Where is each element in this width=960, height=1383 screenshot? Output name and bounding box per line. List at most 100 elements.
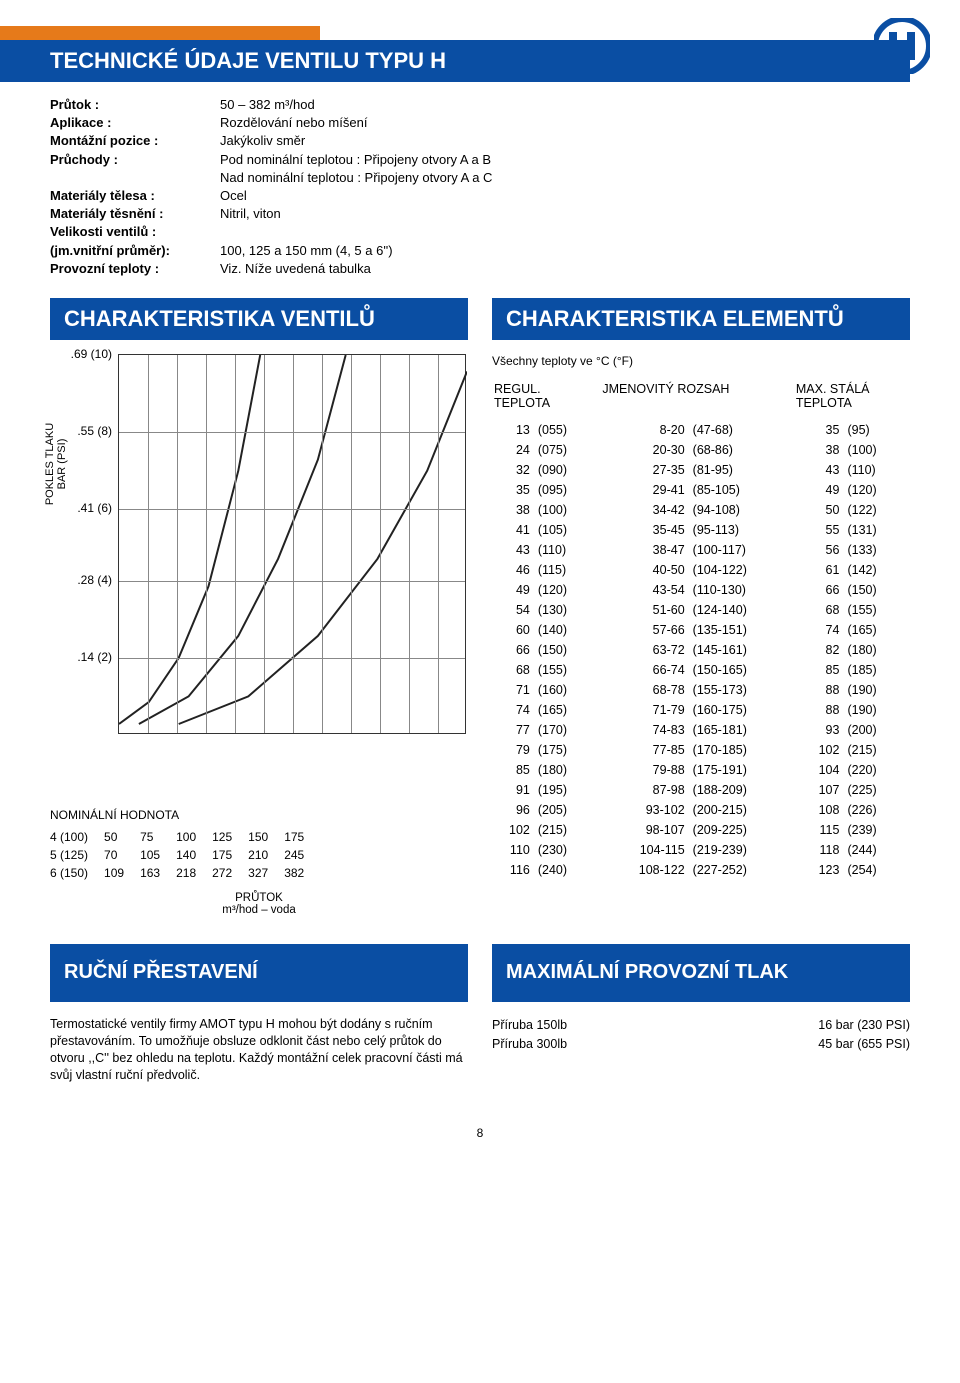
table-cell: 71 <box>492 680 536 700</box>
table-cell: 71-79 <box>600 700 690 720</box>
table-cell: 93-102 <box>600 800 690 820</box>
spec-value: Nitril, viton <box>220 205 910 223</box>
spec-value: Nad nominální teplotou : Připojeny otvor… <box>220 169 910 187</box>
spec-label: Aplikace : <box>50 114 220 132</box>
pressure-row: Příruba 150lb16 bar (230 PSI) <box>492 1016 910 1035</box>
table-row: 49(120)43-54(110-130)66(150) <box>492 580 910 600</box>
table-cell: 60 <box>492 620 536 640</box>
table-cell: 68 <box>794 600 846 620</box>
table-cell: (150-165) <box>691 660 794 680</box>
table-cell: (219-239) <box>691 840 794 860</box>
table-cell: 85 <box>794 660 846 680</box>
spec-label: (jm.vnitřní průměr): <box>50 242 220 260</box>
table-cell: 34-42 <box>600 500 690 520</box>
table-cell: 118 <box>794 840 846 860</box>
table-cell: (150) <box>536 640 601 660</box>
table-cell: (155) <box>845 600 910 620</box>
table-row: 66(150)63-72(145-161)82(180) <box>492 640 910 660</box>
table-cell: (190) <box>845 700 910 720</box>
table-cell: 163 <box>140 864 176 882</box>
table-cell: 40-50 <box>600 560 690 580</box>
table-cell: (170) <box>536 720 601 740</box>
y-tick-label: .69 (10) <box>50 347 112 361</box>
table-cell: 43-54 <box>600 580 690 600</box>
table-cell: 46 <box>492 560 536 580</box>
table-cell: (220) <box>845 760 910 780</box>
table-cell: 35-45 <box>600 520 690 540</box>
manual-text: Termostatické ventily firmy AMOT typu H … <box>50 1016 468 1084</box>
spec-row: Montážní pozice :Jakýkoliv směr <box>50 132 910 150</box>
table-cell: 32 <box>492 460 536 480</box>
table-cell: 87-98 <box>600 780 690 800</box>
spec-value: Rozdělování nebo míšení <box>220 114 910 132</box>
table-cell: 79 <box>492 740 536 760</box>
table-cell: 35 <box>492 480 536 500</box>
table-cell: (95-113) <box>691 520 794 540</box>
table-cell: 77-85 <box>600 740 690 760</box>
table-cell: 107 <box>794 780 846 800</box>
table-cell: 100 <box>176 828 212 846</box>
table-cell: 74-83 <box>600 720 690 740</box>
table-cell: 66-74 <box>600 660 690 680</box>
spec-value: Pod nominální teplotou : Připojeny otvor… <box>220 151 910 169</box>
table-cell: (165) <box>845 620 910 640</box>
table-row: 46(115)40-50(104-122)61(142) <box>492 560 910 580</box>
table-cell: (81-95) <box>691 460 794 480</box>
table-row: 4 (100)5075100125150175 <box>50 828 320 846</box>
table-cell: 50 <box>104 828 140 846</box>
table-cell: 77 <box>492 720 536 740</box>
table-cell: (100) <box>536 500 601 520</box>
table-cell: (225) <box>845 780 910 800</box>
table-row: 96(205)93-102(200-215)108(226) <box>492 800 910 820</box>
table-cell: 49 <box>492 580 536 600</box>
spec-label: Průtok : <box>50 96 220 114</box>
table-cell: 382 <box>284 864 320 882</box>
table-cell: (110-130) <box>691 580 794 600</box>
manual-header: RUČNÍ PŘESTAVENÍ <box>50 944 468 1002</box>
table-cell: (188-209) <box>691 780 794 800</box>
table-row: 6 (150)109163218272327382 <box>50 864 320 882</box>
table-cell: 175 <box>212 846 248 864</box>
y-tick-label: .14 (2) <box>50 650 112 664</box>
table-row: 110(230)104-115(219-239)118(244) <box>492 840 910 860</box>
table-cell: 109 <box>104 864 140 882</box>
table-row: 91(195)87-98(188-209)107(225) <box>492 780 910 800</box>
table-cell: (104-122) <box>691 560 794 580</box>
table-cell: 57-66 <box>600 620 690 640</box>
table-cell: (155-173) <box>691 680 794 700</box>
valve-char-header: CHARAKTERISTIKA VENTILŮ <box>50 298 468 340</box>
table-cell: 43 <box>492 540 536 560</box>
spec-row: Nad nominální teplotou : Připojeny otvor… <box>50 169 910 187</box>
table-cell: 245 <box>284 846 320 864</box>
table-cell: (209-225) <box>691 820 794 840</box>
spec-value: Ocel <box>220 187 910 205</box>
table-cell: (230) <box>536 840 601 860</box>
pressure-label: Příruba 150lb <box>492 1016 567 1035</box>
table-cell: (94-108) <box>691 500 794 520</box>
nominal-label: NOMINÁLNÍ HODNOTA <box>50 808 468 822</box>
nominal-table: 4 (100)50751001251501755 (125)7010514017… <box>50 828 320 882</box>
table-cell: (110) <box>845 460 910 480</box>
table-cell: (68-86) <box>691 440 794 460</box>
table-row: 116(240)108-122(227-252)123(254) <box>492 860 910 880</box>
pressure-header: MAXIMÁLNÍ PROVOZNÍ TLAK <box>492 944 910 1002</box>
table-cell: 123 <box>794 860 846 880</box>
table-cell: 96 <box>492 800 536 820</box>
table-row: 54(130)51-60(124-140)68(155) <box>492 600 910 620</box>
pressure-drop-chart: POKLES TLAKUBAR (PSI) .69 (10).55 (8).41… <box>50 354 480 794</box>
table-cell: (130) <box>536 600 601 620</box>
spec-label: Materiály tělesa : <box>50 187 220 205</box>
th-rozsah: JMENOVITÝ ROZSAH <box>600 378 794 420</box>
table-cell: (100-117) <box>691 540 794 560</box>
table-cell: (200) <box>845 720 910 740</box>
pressure-values: Příruba 150lb16 bar (230 PSI)Příruba 300… <box>492 1016 910 1054</box>
spec-row: Materiály tělesa :Ocel <box>50 187 910 205</box>
table-cell: (240) <box>536 860 601 880</box>
table-cell: 20-30 <box>600 440 690 460</box>
table-cell: 98-107 <box>600 820 690 840</box>
table-cell: (180) <box>845 640 910 660</box>
table-cell: (150) <box>845 580 910 600</box>
chart-series-5in <box>139 355 346 724</box>
table-cell: 116 <box>492 860 536 880</box>
table-cell: (133) <box>845 540 910 560</box>
